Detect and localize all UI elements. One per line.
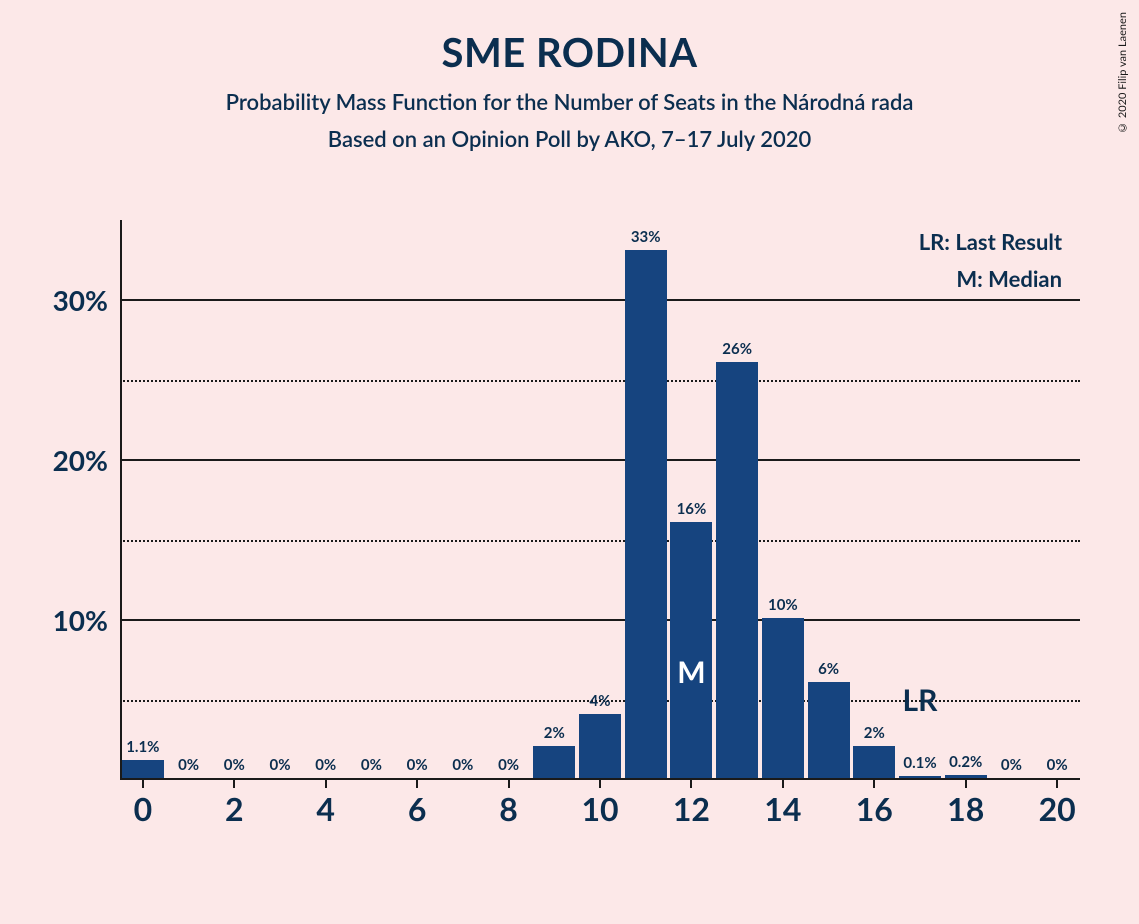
bar [853, 746, 895, 778]
bar [533, 746, 575, 778]
x-tick-mark [599, 780, 601, 788]
x-tick-label: 2 [225, 789, 244, 828]
x-tick-label: 4 [316, 789, 335, 828]
grid-minor [120, 380, 1080, 382]
last-result-marker: LR [903, 682, 938, 718]
x-tick-label: 14 [764, 789, 801, 828]
bar-value-label: 0% [498, 756, 519, 774]
median-marker: M [677, 654, 705, 690]
bar-value-label: 0% [224, 756, 245, 774]
title-block: SME RODINA Probability Mass Function for… [0, 0, 1139, 152]
bar-value-label: 16% [677, 500, 707, 518]
x-tick-mark [416, 780, 418, 788]
copyright-text: © 2020 Filip van Laenen [1116, 12, 1129, 134]
legend-lr: LR: Last Result [919, 228, 1062, 255]
bar-value-label: 0% [1001, 756, 1022, 774]
bar-value-label: 0.2% [949, 753, 982, 771]
x-tick-mark [690, 780, 692, 788]
chart-title: SME RODINA [0, 28, 1139, 76]
bar-value-label: 2% [544, 724, 565, 742]
legend: LR: Last Result M: Median [919, 228, 1062, 302]
x-tick-mark [508, 780, 510, 788]
x-tick-label: 20 [1039, 789, 1076, 828]
x-tick-mark [782, 780, 784, 788]
grid-major [120, 619, 1080, 621]
x-tick-mark [233, 780, 235, 788]
bar-value-label: 0% [178, 756, 199, 774]
bar-value-label: 2% [864, 724, 885, 742]
y-axis-line [120, 220, 122, 780]
y-tick-label: 10% [53, 603, 108, 637]
bar [579, 714, 621, 778]
x-tick-label: 18 [947, 789, 984, 828]
bar [899, 776, 941, 778]
x-tick-label: 12 [673, 789, 710, 828]
grid-minor [120, 540, 1080, 542]
bar-value-label: 10% [768, 596, 798, 614]
legend-m: M: Median [919, 265, 1062, 292]
x-tick-label: 6 [408, 789, 427, 828]
bar-value-label: 6% [818, 660, 839, 678]
plot-area: LR: Last Result M: Median 10%20%30%02468… [120, 220, 1080, 780]
bar [122, 760, 164, 778]
bar-value-label: 0% [270, 756, 291, 774]
x-tick-mark [873, 780, 875, 788]
chart-subtitle-2: Based on an Opinion Poll by AKO, 7–17 Ju… [0, 125, 1139, 152]
y-tick-label: 30% [53, 283, 108, 317]
bar [945, 775, 987, 778]
grid-major [120, 459, 1080, 461]
grid-major [120, 299, 1080, 301]
bar-value-label: 0% [1047, 756, 1068, 774]
x-tick-mark [965, 780, 967, 788]
bar-value-label: 33% [631, 228, 661, 246]
bar [808, 682, 850, 778]
bar-value-label: 1.1% [126, 738, 159, 756]
x-tick-mark [325, 780, 327, 788]
bar [670, 522, 712, 778]
bar-value-label: 26% [722, 340, 752, 358]
bar-value-label: 4% [590, 692, 611, 710]
bar [762, 618, 804, 778]
x-tick-label: 8 [499, 789, 518, 828]
bar-value-label: 0% [361, 756, 382, 774]
x-tick-label: 16 [856, 789, 893, 828]
x-tick-label: 10 [581, 789, 618, 828]
bar-value-label: 0% [407, 756, 428, 774]
bar-value-label: 0.1% [903, 754, 936, 772]
bar-value-label: 0% [452, 756, 473, 774]
bar-value-label: 0% [315, 756, 336, 774]
y-tick-label: 20% [53, 443, 108, 477]
bar [716, 362, 758, 778]
x-tick-label: 0 [134, 789, 153, 828]
x-tick-mark [1056, 780, 1058, 788]
x-tick-mark [142, 780, 144, 788]
chart-subtitle-1: Probability Mass Function for the Number… [0, 88, 1139, 115]
bar [625, 250, 667, 778]
